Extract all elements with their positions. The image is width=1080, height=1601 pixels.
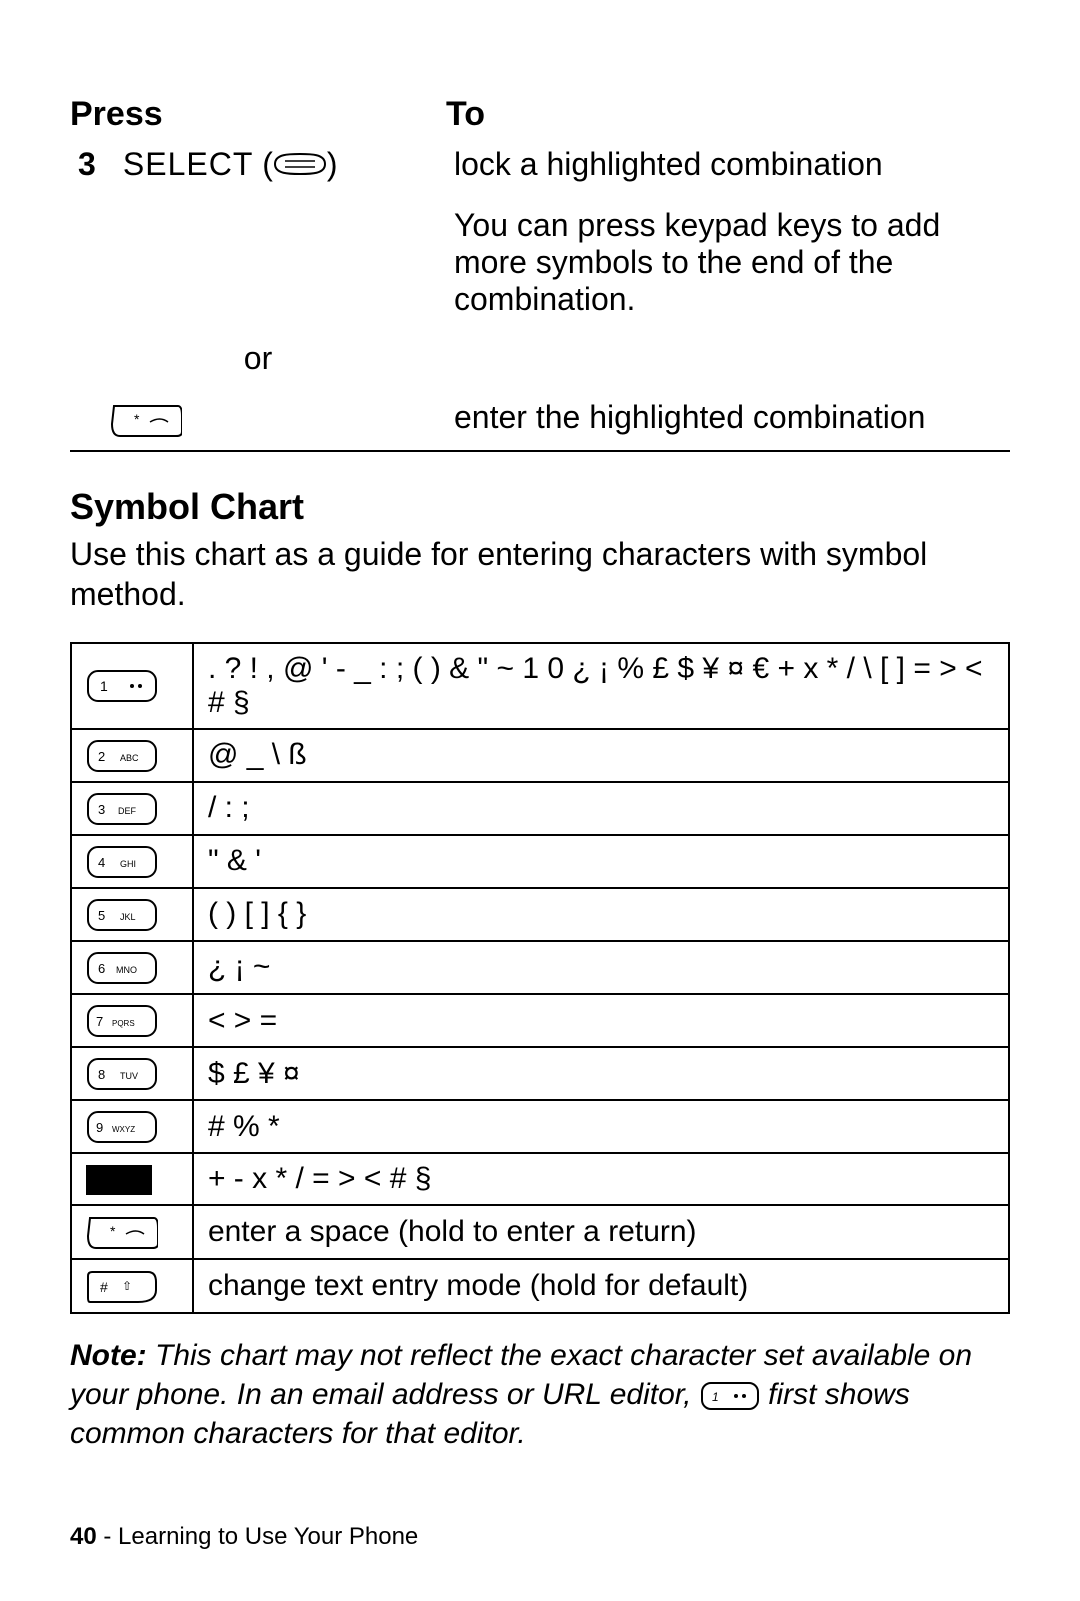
key-4-cell: 4 GHI <box>71 835 193 888</box>
star-key-cell: * <box>70 395 446 451</box>
key-9-icon: 9 WXYZ <box>86 1110 158 1144</box>
symbol-row: 5 JKL ( ) [ ] { } <box>71 888 1009 941</box>
symbol-row-5: ( ) [ ] { } <box>193 888 1009 941</box>
key-3-cell: 3 DEF <box>71 782 193 835</box>
svg-text:WXYZ: WXYZ <box>112 1125 135 1134</box>
svg-text:6: 6 <box>98 961 105 976</box>
footer-section: - Learning to Use Your Phone <box>97 1523 419 1550</box>
svg-text:#: # <box>100 1279 108 1295</box>
svg-text:2: 2 <box>98 749 105 764</box>
symbol-row-4: " & ' <box>193 835 1009 888</box>
note-paragraph: Note: This chart may not reflect the exa… <box>70 1336 1010 1453</box>
symbol-row: 4 GHI " & ' <box>71 835 1009 888</box>
key-9-cell: 9 WXYZ <box>71 1100 193 1153</box>
symbol-row-8: $ £ ¥ ¤ <box>193 1047 1009 1100</box>
enter-combination-text: enter the highlighted combination <box>446 395 1010 451</box>
symbol-row: * enter a space (hold to enter a return) <box>71 1205 1009 1259</box>
symbol-row-3: / : ; <box>193 782 1009 835</box>
key-7-cell: 7 PQRS <box>71 994 193 1047</box>
svg-text:3: 3 <box>98 802 105 817</box>
key-star-cell: * <box>71 1205 193 1259</box>
star-key-icon: * <box>110 402 182 438</box>
note-key-1-icon: 1 <box>700 1381 760 1411</box>
symbol-row: + - x * / = > < # § <box>71 1153 1009 1205</box>
svg-text:*: * <box>110 1223 116 1239</box>
key-6-icon: 6 MNO <box>86 951 158 985</box>
symbol-row: 8 TUV $ £ ¥ ¤ <box>71 1047 1009 1100</box>
key-2-icon: 2 ABC <box>86 739 158 773</box>
press-to-table: Press To 3 SELECT ( ) lock a highlighted… <box>70 95 1010 452</box>
svg-text:GHI: GHI <box>120 859 136 869</box>
svg-text:5: 5 <box>98 908 105 923</box>
step-number: 3 <box>78 146 114 183</box>
select-label: SELECT <box>123 146 253 182</box>
key-5-icon: 5 JKL <box>86 898 158 932</box>
press-step-cell: 3 SELECT ( ) <box>70 142 446 203</box>
svg-text:JKL: JKL <box>120 912 136 922</box>
or-label: or <box>70 336 446 395</box>
key-hash-cell: # ⇧ <box>71 1259 193 1313</box>
to-heading: To <box>446 95 1010 142</box>
symbol-row-10: + - x * / = > < # § <box>193 1153 1009 1205</box>
svg-text:*: * <box>134 411 140 427</box>
svg-text:TUV: TUV <box>120 1071 138 1081</box>
menu-key-icon <box>273 148 327 185</box>
symbol-row-2: @ _ \ ß <box>193 729 1009 782</box>
key-6-cell: 6 MNO <box>71 941 193 994</box>
symbol-row: 3 DEF / : ; <box>71 782 1009 835</box>
page-footer: 40 - Learning to Use Your Phone <box>70 1523 1010 1551</box>
symbol-row-11: enter a space (hold to enter a return) <box>193 1205 1009 1259</box>
key-7-icon: 7 PQRS <box>86 1004 158 1038</box>
symbol-row: 7 PQRS < > = <box>71 994 1009 1047</box>
svg-text:9: 9 <box>96 1120 103 1135</box>
symbol-chart-table: 1 . ? ! , @ ' - _ : ; ( ) & " ~ 1 0 ¿ ¡ … <box>70 642 1010 1315</box>
svg-text:ABC: ABC <box>120 753 139 763</box>
key-star-icon: * <box>86 1214 158 1250</box>
more-symbols-text: You can press keypad keys to add more sy… <box>446 203 1010 336</box>
page-number: 40 <box>70 1523 97 1550</box>
symbol-row-7: < > = <box>193 994 1009 1047</box>
svg-text:MNO: MNO <box>116 965 137 975</box>
symbol-row-12: change text entry mode (hold for default… <box>193 1259 1009 1313</box>
symbol-chart-intro: Use this chart as a guide for entering c… <box>70 534 1010 614</box>
key-hash-icon: # ⇧ <box>86 1268 158 1304</box>
key-1-cell: 1 <box>71 643 193 729</box>
note-label: Note: <box>70 1339 147 1372</box>
symbol-row-1: . ? ! , @ ' - _ : ; ( ) & " ~ 1 0 ¿ ¡ % … <box>193 643 1009 729</box>
black-key-icon <box>86 1165 152 1195</box>
key-8-icon: 8 TUV <box>86 1057 158 1091</box>
symbol-row: 2 ABC @ _ \ ß <box>71 729 1009 782</box>
svg-text:7: 7 <box>96 1014 103 1029</box>
key-4-icon: 4 GHI <box>86 845 158 879</box>
symbol-row-6: ¿ ¡ ~ <box>193 941 1009 994</box>
key-2-cell: 2 ABC <box>71 729 193 782</box>
key-black-cell <box>71 1153 193 1205</box>
press-heading: Press <box>70 95 446 142</box>
key-8-cell: 8 TUV <box>71 1047 193 1100</box>
symbol-row: 6 MNO ¿ ¡ ~ <box>71 941 1009 994</box>
svg-text:1: 1 <box>712 1390 719 1404</box>
svg-text:⇧: ⇧ <box>122 1279 132 1293</box>
svg-text:PQRS: PQRS <box>112 1019 135 1028</box>
svg-text:DEF: DEF <box>118 806 137 816</box>
symbol-row: 9 WXYZ # % * <box>71 1100 1009 1153</box>
symbol-row: # ⇧ change text entry mode (hold for def… <box>71 1259 1009 1313</box>
key-1-icon: 1 <box>86 669 158 703</box>
symbol-row-9: # % * <box>193 1100 1009 1153</box>
svg-text:4: 4 <box>98 855 105 870</box>
svg-text:8: 8 <box>98 1067 105 1082</box>
key-3-icon: 3 DEF <box>86 792 158 826</box>
symbol-row: 1 . ? ! , @ ' - _ : ; ( ) & " ~ 1 0 ¿ ¡ … <box>71 643 1009 729</box>
lock-text: lock a highlighted combination <box>446 142 1010 203</box>
key-1-label: 1 <box>100 678 108 694</box>
symbol-chart-heading: Symbol Chart <box>70 486 1010 528</box>
key-5-cell: 5 JKL <box>71 888 193 941</box>
